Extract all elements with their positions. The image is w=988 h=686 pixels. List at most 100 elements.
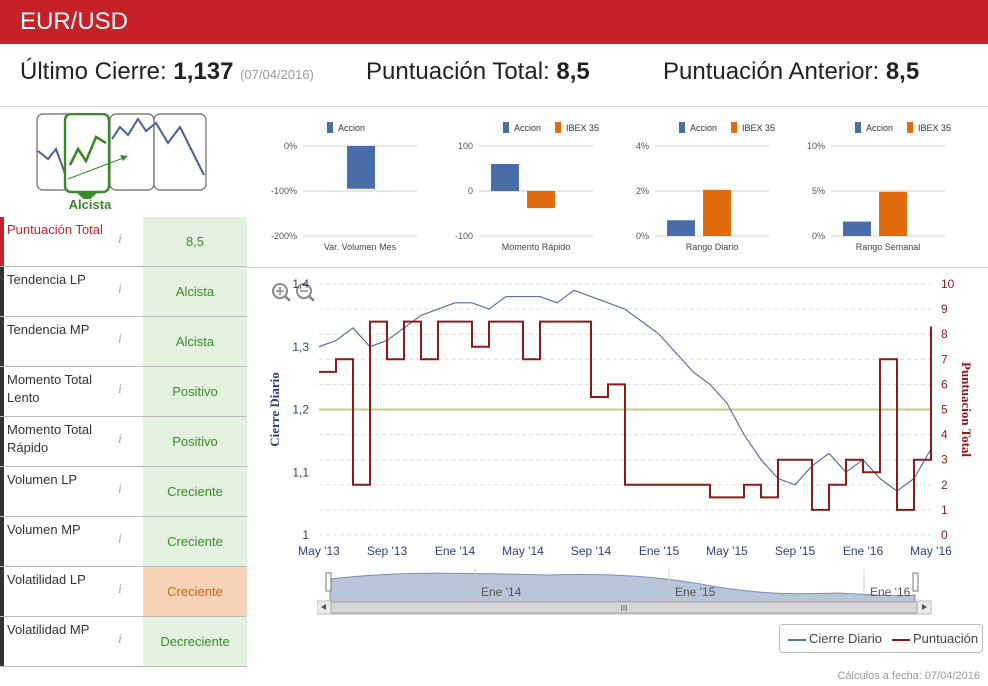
x-tick-label: Ene '14: [435, 544, 476, 558]
chart-title: Rango Diario: [686, 242, 739, 252]
legend-label: Accion: [514, 123, 541, 133]
last-close-value: 1,137: [173, 58, 234, 85]
navigator-label: Ene '14: [481, 585, 522, 599]
x-tick-label: Sep '13: [367, 544, 408, 558]
indicator-row: Volatilidad MP i Decreciente: [0, 617, 247, 667]
tick-label: 0%: [636, 231, 649, 241]
trend-badge-label: Alcista: [68, 197, 112, 212]
x-tick-label: Sep '14: [571, 544, 612, 558]
y2-tick-label: 0: [941, 528, 948, 542]
indicator-row: Volumen LP i Creciente: [0, 467, 247, 517]
indicator-value: Creciente: [143, 467, 247, 516]
tick-label: 4%: [636, 141, 649, 151]
legend-price-swatch: [788, 639, 806, 641]
indicator-value: Alcista: [143, 267, 247, 316]
indicator-label: Volumen MP: [0, 517, 110, 566]
legend-label: IBEX 35: [566, 123, 599, 133]
y2-tick-label: 7: [941, 352, 948, 366]
info-icon[interactable]: i: [118, 482, 122, 497]
zoom-in-icon[interactable]: [272, 283, 291, 302]
tick-label: 5%: [812, 186, 825, 196]
indicator-bar-charts: Accion 0% -100% -200% Var. Volumen Mes Accion…: [271, 122, 951, 252]
y-tick-label: 1,3: [292, 340, 309, 354]
legend-swatch: [503, 122, 509, 133]
info-icon[interactable]: i: [118, 332, 122, 347]
scroll-right-icon[interactable]: [922, 604, 927, 610]
total-score: Puntuación Total: 8,5: [366, 58, 590, 85]
navigator-label: Ene '16: [870, 585, 911, 599]
info-icon[interactable]: i: [118, 532, 122, 547]
indicator-value: 8,5: [143, 217, 247, 266]
info-icon[interactable]: i: [118, 282, 122, 297]
chart-legend: Cierre Diario Puntuación: [779, 624, 983, 653]
navigator-scroll-thumb[interactable]: [330, 601, 918, 614]
legend-score-label: Puntuación: [913, 631, 979, 646]
y2-tick-label: 2: [941, 478, 948, 492]
indicator-value: Alcista: [143, 317, 247, 366]
indicator-value: Creciente: [143, 517, 247, 566]
x-tick-label: Ene '15: [639, 544, 680, 558]
last-close-date: (07/04/2016): [240, 67, 314, 82]
price-score-chart[interactable]: 0 1 2 3 4 5 6 7 8 9 10 1 1,1 1,2 1,3 1,4 Cierre Diario Pu…: [247, 270, 988, 620]
legend-swatch: [555, 122, 561, 133]
legend-swatch: [327, 122, 333, 133]
last-close: Último Cierre: 1,137 (07/04/2016): [20, 58, 314, 85]
indicator-label: Tendencia LP: [0, 267, 110, 316]
info-icon[interactable]: i: [118, 382, 122, 397]
navigator-left-handle[interactable]: [325, 572, 332, 592]
legend-label: IBEX 35: [742, 123, 775, 133]
info-icon[interactable]: i: [118, 632, 122, 647]
legend-swatch: [907, 122, 913, 133]
zoom-out-icon[interactable]: [296, 283, 315, 302]
indicator-label: Momento Total Lento: [0, 367, 110, 416]
navigator-right-handle[interactable]: [912, 572, 919, 592]
tick-label: -200%: [271, 231, 297, 241]
bar-ibex-35: [879, 191, 907, 236]
legend-label: Accion: [866, 123, 893, 133]
chart-title: Momento Rápido: [502, 242, 571, 252]
indicator-row: Momento Total Rápido i Positivo: [0, 417, 247, 467]
indicator-row: Volatilidad LP i Creciente: [0, 567, 247, 617]
indicator-row: Tendencia MP i Alcista: [0, 317, 247, 367]
indicator-label: Momento Total Rápido: [0, 417, 110, 466]
bar-ibex-35: [703, 189, 731, 236]
score-line: [319, 320, 932, 511]
bar-accion: [347, 146, 375, 189]
bar-accion: [667, 220, 695, 236]
y2-tick-label: 8: [941, 327, 948, 341]
y-tick-label: 1,2: [292, 403, 309, 417]
tick-label: 0%: [284, 141, 297, 151]
legend-label: Accion: [690, 123, 717, 133]
indicator-label: Volumen LP: [0, 467, 110, 516]
indicator-value: Positivo: [143, 367, 247, 416]
indicator-label: Puntuación Total: [0, 217, 110, 266]
x-tick-label: Sep '15: [775, 544, 816, 558]
info-icon[interactable]: i: [118, 432, 122, 447]
x-tick-label: May '14: [502, 544, 544, 558]
price-line: [318, 289, 932, 492]
legend-swatch: [855, 122, 861, 133]
total-score-value: 8,5: [556, 58, 590, 85]
tick-label: 0: [468, 186, 473, 196]
page-title: EUR/USD: [20, 8, 129, 35]
y2-tick-label: 3: [941, 453, 948, 467]
tick-label: 2%: [636, 186, 649, 196]
indicator-value: Decreciente: [143, 617, 247, 666]
y2-tick-label: 6: [941, 377, 948, 391]
y-axis-title: Cierre Diario: [267, 372, 282, 446]
y2-axis-title: Puntuacion Total: [959, 362, 974, 457]
y-tick-label: 1,1: [292, 465, 309, 479]
y-tick-label: 1,4: [292, 277, 309, 291]
indicator-row: Tendencia LP i Alcista: [0, 267, 247, 317]
calculation-date: Cálculos a fecha: 07/04/2016: [837, 670, 981, 682]
time-navigator[interactable]: Ene '14 Ene '15 Ene '16 III: [317, 569, 932, 617]
y2-tick-label: 4: [941, 428, 948, 442]
indicator-label: Volatilidad LP: [0, 567, 110, 616]
previous-score: Puntuación Anterior: 8,5: [663, 58, 920, 85]
info-icon[interactable]: i: [118, 582, 122, 597]
divider: [247, 267, 988, 268]
info-icon[interactable]: i: [118, 232, 122, 247]
legend-label: IBEX 35: [918, 123, 951, 133]
indicator-label: Volatilidad MP: [0, 617, 110, 666]
scroll-left-icon[interactable]: [321, 604, 326, 610]
